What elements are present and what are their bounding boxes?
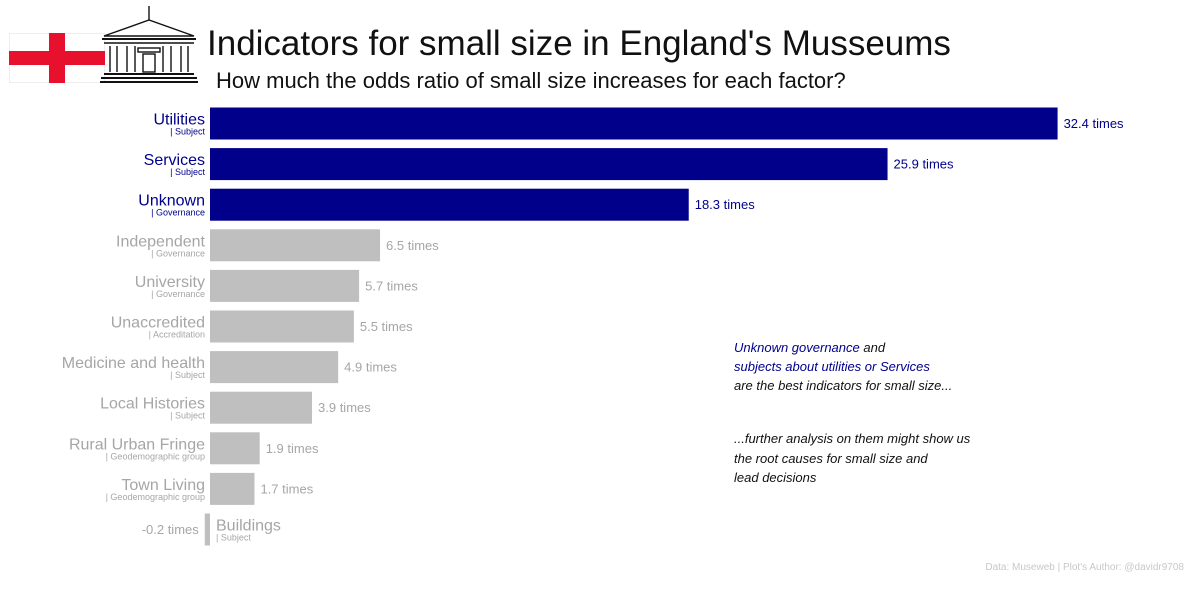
category-label: Town Living (121, 477, 205, 494)
value-label: -0.2 times (142, 522, 200, 537)
value-label: 1.7 times (260, 481, 313, 496)
bar (210, 229, 381, 262)
annotation-text: and (859, 340, 886, 355)
category-label: University (135, 274, 205, 291)
category-group-label: | Geodemographic group (106, 492, 205, 502)
value-label: 6.5 times (386, 238, 439, 253)
category-group-label: | Subject (170, 167, 205, 177)
bar (210, 432, 260, 465)
category-label: Independent (116, 233, 206, 250)
bar (210, 351, 339, 384)
bar (210, 269, 360, 302)
chart-title: Indicators for small size in England's M… (207, 24, 951, 63)
england-flag-icon (9, 33, 105, 83)
category-group-label: | Accreditation (149, 330, 205, 340)
value-label: 25.9 times (894, 157, 954, 172)
category-label: Services (144, 152, 205, 169)
category-label: Buildings (216, 518, 281, 535)
category-group-label: | Subject (170, 411, 205, 421)
value-label: 1.9 times (266, 441, 319, 456)
bar (210, 472, 255, 505)
value-label: 5.5 times (360, 319, 413, 334)
category-group-label: | Governance (151, 208, 205, 218)
bar (204, 513, 210, 546)
category-group-label: | Governance (151, 289, 205, 299)
annotation-text: lead decisions (734, 470, 817, 485)
category-group-label: | Governance (151, 248, 205, 258)
bar (210, 188, 689, 221)
annotation-highlight-governance: Unknown governance (734, 340, 860, 355)
value-label: 3.9 times (318, 400, 371, 415)
category-group-label: | Subject (170, 127, 205, 137)
annotation-further-analysis: ...further analysis on them might show u… (734, 429, 970, 488)
annotation-highlight-subjects: subjects about utilities or Services (734, 359, 930, 374)
annotation-text: ...further analysis on them might show u… (734, 431, 971, 446)
category-group-label: | Subject (216, 533, 251, 543)
bar (210, 148, 888, 181)
annotation-text: are the best indicators for small size..… (734, 378, 953, 393)
category-label: Utilities (153, 112, 205, 129)
value-label: 4.9 times (344, 360, 397, 375)
category-label: Local Histories (100, 396, 205, 413)
museum-building-icon (100, 6, 198, 83)
chart-subtitle: How much the odds ratio of small size in… (216, 68, 846, 93)
category-label: Medicine and health (62, 355, 205, 372)
bar (210, 310, 354, 343)
annotation-text: the root causes for small size and (734, 450, 928, 466)
annotation-best-indicators: Unknown governance and subjects about ut… (734, 338, 952, 395)
value-label: 32.4 times (1064, 116, 1124, 131)
category-group-label: | Geodemographic group (106, 451, 205, 461)
bar (210, 107, 1058, 140)
value-label: 5.7 times (365, 278, 418, 293)
category-label: Unaccredited (111, 315, 205, 332)
category-label: Unknown (138, 193, 205, 210)
category-group-label: | Subject (170, 370, 205, 380)
data-source-caption: Data: Museweb | Plot's Author: @davidr97… (985, 562, 1184, 573)
category-label: Rural Urban Fringe (69, 436, 205, 453)
value-label: 18.3 times (695, 197, 755, 212)
bar (210, 391, 313, 424)
